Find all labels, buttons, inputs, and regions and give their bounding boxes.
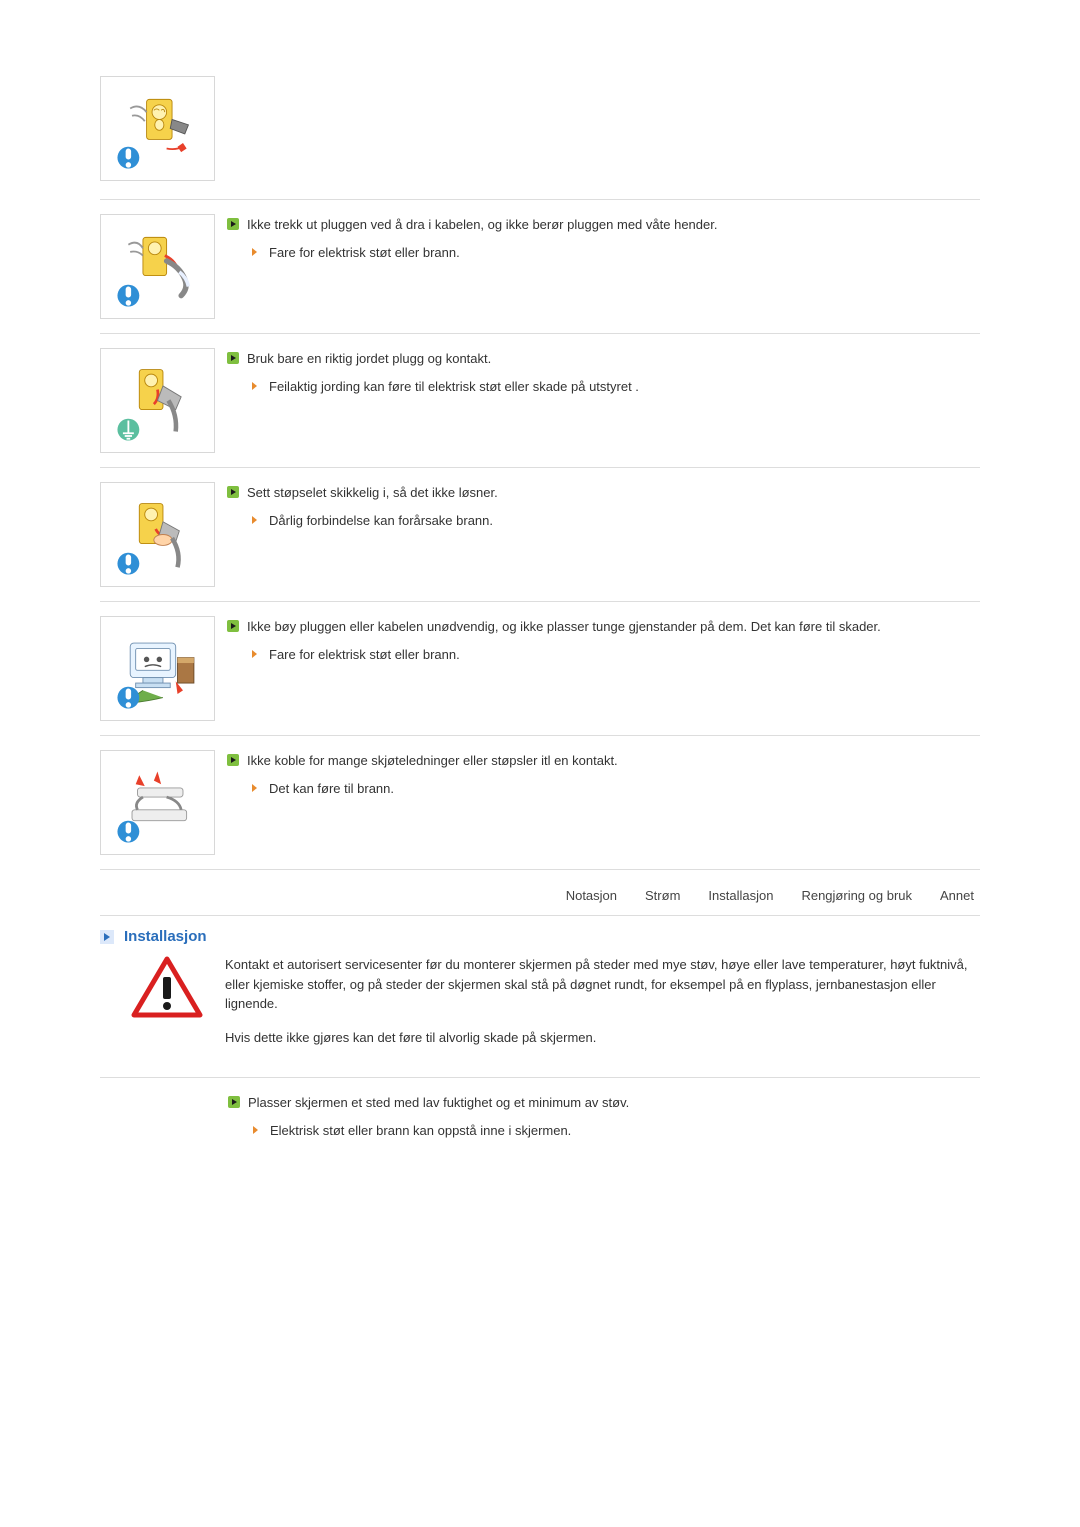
safety-item-text: Ikke trekk ut pluggen ved å dra i kabele… (247, 216, 717, 234)
safety-item-subtext: Fare for elektrisk støt eller brann. (269, 646, 460, 664)
safety-item-content: Sett støpselet skikkelig i, så det ikke … (227, 482, 980, 536)
nav-link-strom[interactable]: Strøm (645, 888, 680, 903)
bullet-icon (227, 754, 239, 766)
safety-item-text: Ikke bøy pluggen eller kabelen unødvendi… (247, 618, 881, 636)
safety-item: Ikke bøy pluggen eller kabelen unødvendi… (100, 602, 980, 735)
intro-text: Kontakt et autorisert servicesenter før … (225, 955, 980, 1061)
bullet-icon (227, 620, 239, 632)
bullet-icon (227, 352, 239, 364)
safety-item-content: Plasser skjermen et sted med lav fuktigh… (228, 1092, 980, 1146)
section-continued (100, 70, 980, 199)
bullet-icon (228, 1096, 240, 1108)
divider (100, 915, 980, 916)
safety-illustration (100, 214, 215, 319)
safety-item-text: Sett støpselet skikkelig i, så det ikke … (247, 484, 498, 502)
sub-arrow-icon (251, 649, 259, 659)
safety-item-content: Ikke bøy pluggen eller kabelen unødvendi… (227, 616, 980, 670)
safety-item: Sett støpselet skikkelig i, så det ikke … (100, 468, 980, 601)
safety-illustration (100, 750, 215, 855)
safety-item: Ikke trekk ut pluggen ved å dra i kabele… (100, 200, 980, 333)
safety-item: Bruk bare en riktig jordet plugg og kont… (100, 334, 980, 467)
intro-block: Kontakt et autorisert servicesenter før … (100, 955, 980, 1061)
sub-arrow-icon (251, 783, 259, 793)
safety-item-text: Plasser skjermen et sted med lav fuktigh… (248, 1094, 629, 1112)
bullet-icon (227, 486, 239, 498)
sub-arrow-icon (251, 381, 259, 391)
safety-item-content: Ikke trekk ut pluggen ved å dra i kabele… (227, 214, 980, 268)
sub-arrow-icon (251, 515, 259, 525)
intro-paragraph: Hvis dette ikke gjøres kan det føre til … (225, 1028, 980, 1048)
safety-item-subtext: Elektrisk støt eller brann kan oppstå in… (270, 1122, 571, 1140)
safety-item: Plasser skjermen et sted med lav fuktigh… (100, 1078, 980, 1160)
safety-item-subtext: Feilaktig jording kan føre til elektrisk… (269, 378, 639, 396)
sub-arrow-icon (252, 1125, 260, 1135)
sub-arrow-icon (251, 247, 259, 257)
section-nav: Notasjon Strøm Installasjon Rengjøring o… (100, 870, 980, 915)
heading-text: Installasjon (124, 928, 207, 945)
safety-item-content: Ikke koble for mange skjøteledninger ell… (227, 750, 980, 804)
safety-illustration (100, 76, 215, 181)
safety-illustration (100, 348, 215, 453)
safety-item-content: Bruk bare en riktig jordet plugg og kont… (227, 348, 980, 402)
nav-link-installasjon[interactable]: Installasjon (708, 888, 773, 903)
nav-link-rengjoring[interactable]: Rengjøring og bruk (801, 888, 912, 903)
safety-item: Ikke koble for mange skjøteledninger ell… (100, 736, 980, 869)
safety-illustration (100, 616, 215, 721)
heading-arrow-icon (100, 930, 114, 944)
warning-icon (130, 955, 205, 1020)
nav-link-notasjon[interactable]: Notasjon (566, 888, 617, 903)
safety-item-text: Ikke koble for mange skjøteledninger ell… (247, 752, 618, 770)
safety-illustration (100, 482, 215, 587)
section-heading: Installasjon (100, 928, 980, 945)
intro-paragraph: Kontakt et autorisert servicesenter før … (225, 955, 980, 1014)
safety-item-subtext: Dårlig forbindelse kan forårsake brann. (269, 512, 493, 530)
safety-item-subtext: Det kan føre til brann. (269, 780, 394, 798)
nav-link-annet[interactable]: Annet (940, 888, 974, 903)
safety-item-text: Bruk bare en riktig jordet plugg og kont… (247, 350, 491, 368)
safety-item-subtext: Fare for elektrisk støt eller brann. (269, 244, 460, 262)
page: Ikke trekk ut pluggen ved å dra i kabele… (0, 0, 1080, 1220)
bullet-icon (227, 218, 239, 230)
